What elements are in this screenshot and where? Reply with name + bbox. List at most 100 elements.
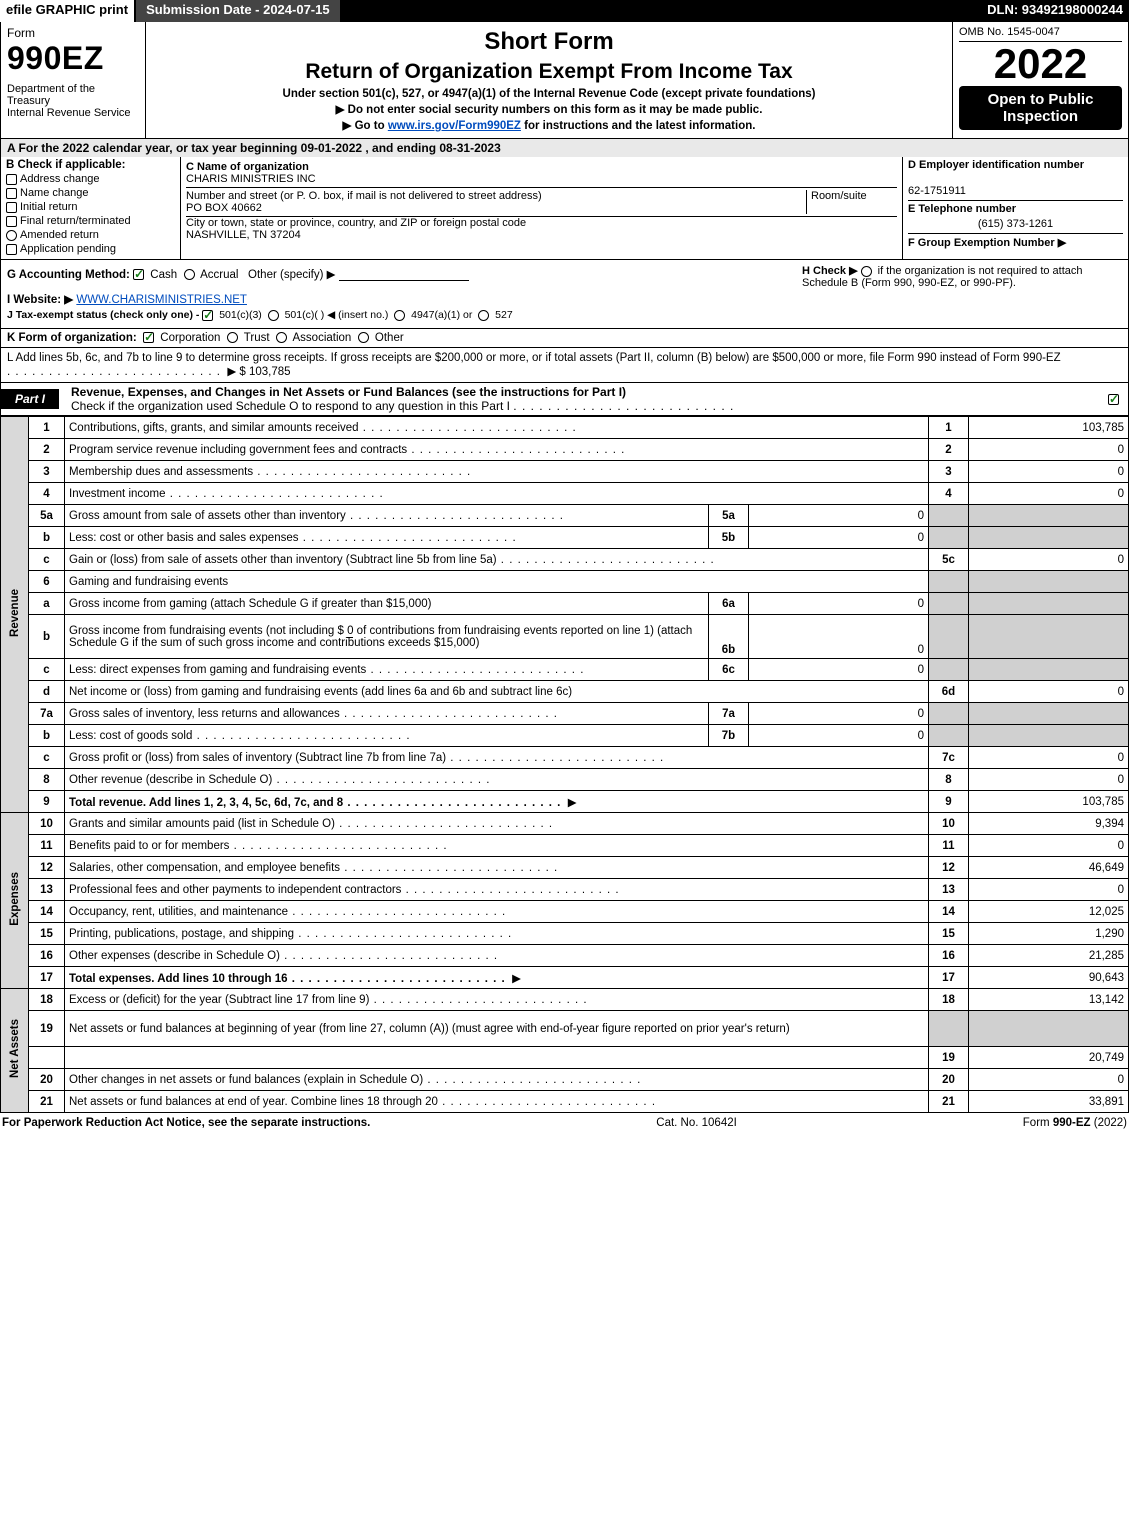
org-city: NASHVILLE, TN 37204 <box>186 229 301 241</box>
line-12-num: 12 <box>29 857 65 879</box>
line-6a-subval: 0 <box>748 593 928 615</box>
submission-date: Submission Date - 2024-07-15 <box>136 0 342 22</box>
chk-527[interactable] <box>478 310 489 321</box>
phone: (615) 373-1261 <box>908 218 1123 230</box>
b-title: B Check if applicable: <box>6 159 175 171</box>
line-8-value: 0 <box>969 769 1129 791</box>
part-i-title: Revenue, Expenses, and Changes in Net As… <box>71 385 626 399</box>
line-20-num: 20 <box>29 1069 65 1091</box>
chk-final-return[interactable]: Final return/terminated <box>6 215 175 227</box>
c-city-label: City or town, state or province, country… <box>186 217 526 229</box>
form-header: Form 990EZ Department of the Treasury In… <box>0 22 1129 139</box>
line-6b-sublbl: 6b <box>708 615 748 659</box>
line-17-num: 17 <box>29 967 65 989</box>
line-7a-shade2 <box>969 703 1129 725</box>
line-6c-shade2 <box>969 659 1129 681</box>
chk-accrual[interactable] <box>184 269 195 280</box>
chk-association[interactable] <box>276 332 287 343</box>
irs-link[interactable]: www.irs.gov/Form990EZ <box>388 120 521 132</box>
line-7a-subval: 0 <box>748 703 928 725</box>
header-right: OMB No. 1545-0047 2022 Open to Public In… <box>953 22 1128 138</box>
line-1-desc: Contributions, gifts, grants, and simila… <box>65 417 929 439</box>
d-label: D Employer identification number <box>908 159 1084 171</box>
line-18-num: 18 <box>29 989 65 1011</box>
c-name-block: C Name of organization CHARIS MINISTRIES… <box>186 159 897 188</box>
goto-pre: ▶ Go to <box>343 120 388 132</box>
c-addr-label: Number and street (or P. O. box, if mail… <box>186 190 542 202</box>
subtitle-goto: ▶ Go to www.irs.gov/Form990EZ for instru… <box>152 118 946 132</box>
other-org-label: Other <box>375 332 404 344</box>
k-label: K Form of organization: <box>7 332 137 344</box>
chk-501c[interactable] <box>268 310 279 321</box>
line-18-desc: Excess or (deficit) for the year (Subtra… <box>65 989 929 1011</box>
4947-label: 4947(a)(1) or <box>411 309 472 321</box>
line-6-num: 6 <box>29 571 65 593</box>
line-14-rnum: 14 <box>929 901 969 923</box>
line-8-desc: Other revenue (describe in Schedule O) <box>65 769 929 791</box>
line-2-desc: Program service revenue including govern… <box>65 439 929 461</box>
line-14-desc: Occupancy, rent, utilities, and maintena… <box>65 901 929 923</box>
l-amount: ▶ $ 103,785 <box>227 366 290 378</box>
topbar-spacer <box>342 0 982 22</box>
chk-corporation[interactable] <box>143 332 154 343</box>
other-label: Other (specify) ▶ <box>248 269 335 281</box>
line-18-rnum: 18 <box>929 989 969 1011</box>
line-19-rnum: 19 <box>929 1047 969 1069</box>
line-7a-desc: Gross sales of inventory, less returns a… <box>65 703 709 725</box>
line-12-value: 46,649 <box>969 857 1129 879</box>
department: Department of the Treasury Internal Reve… <box>7 83 139 119</box>
chk-trust[interactable] <box>227 332 238 343</box>
chk-amended-return[interactable]: Amended return <box>6 229 175 241</box>
b-title-text: B Check if applicable: <box>6 159 126 171</box>
room-suite-label: Room/suite <box>807 190 897 214</box>
line-5c-num: c <box>29 549 65 571</box>
efile-graphic-print[interactable]: efile GRAPHIC print <box>0 0 136 22</box>
line-13-rnum: 13 <box>929 879 969 901</box>
line-5a-desc: Gross amount from sale of assets other t… <box>65 505 709 527</box>
line-10-rnum: 10 <box>929 813 969 835</box>
line-6c-desc: Less: direct expenses from gaming and fu… <box>65 659 709 681</box>
line-21-desc: Net assets or fund balances at end of ye… <box>65 1091 929 1113</box>
chk-address-change[interactable]: Address change <box>6 173 175 185</box>
chk-h[interactable] <box>861 266 872 277</box>
other-specify-input[interactable] <box>339 268 469 281</box>
line-4-value: 0 <box>969 483 1129 505</box>
page-footer: For Paperwork Reduction Act Notice, see … <box>0 1113 1129 1129</box>
subtitle-section: Under section 501(c), 527, or 4947(a)(1)… <box>152 88 946 100</box>
line-5c-value: 0 <box>969 549 1129 571</box>
line-6a-num: a <box>29 593 65 615</box>
chk-initial-return[interactable]: Initial return <box>6 201 175 213</box>
chk-4947[interactable] <box>394 310 405 321</box>
line-6-desc: Gaming and fundraising events <box>65 571 929 593</box>
line-10-num: 10 <box>29 813 65 835</box>
line-4-num: 4 <box>29 483 65 505</box>
chk-schedule-o-used[interactable] <box>1108 394 1119 405</box>
website-link[interactable]: WWW.CHARISMINISTRIES.NET <box>76 294 247 306</box>
corporation-label: Corporation <box>160 332 220 344</box>
line-7b-desc: Less: cost of goods sold <box>65 725 709 747</box>
line-6d-num: d <box>29 681 65 703</box>
line-6d-value: 0 <box>969 681 1129 703</box>
line-7c-desc: Gross profit or (loss) from sales of inv… <box>65 747 929 769</box>
line-9-num: 9 <box>29 791 65 813</box>
line-21-value: 33,891 <box>969 1091 1129 1113</box>
line-10-value: 9,394 <box>969 813 1129 835</box>
footer-mid: Cat. No. 10642I <box>656 1117 737 1129</box>
chk-application-pending[interactable]: Application pending <box>6 243 175 255</box>
line-5a-num: 5a <box>29 505 65 527</box>
footer-left: For Paperwork Reduction Act Notice, see … <box>2 1117 370 1129</box>
chk-name-change[interactable]: Name change <box>6 187 175 199</box>
chk-cash[interactable] <box>133 269 144 280</box>
col-c: C Name of organization CHARIS MINISTRIES… <box>181 157 903 259</box>
line-7b-shade1 <box>929 725 969 747</box>
chk-other-org[interactable] <box>358 332 369 343</box>
cash-label: Cash <box>150 269 177 281</box>
l-text: L Add lines 5b, 6c, and 7b to line 9 to … <box>7 352 1061 364</box>
line-15-num: 15 <box>29 923 65 945</box>
line-5a-shade2 <box>969 505 1129 527</box>
arrow-icon-17: ▶ <box>512 973 521 985</box>
line-8-rnum: 8 <box>929 769 969 791</box>
line-6a-shade2 <box>969 593 1129 615</box>
line-21-rnum: 21 <box>929 1091 969 1113</box>
chk-501c3[interactable] <box>202 310 213 321</box>
